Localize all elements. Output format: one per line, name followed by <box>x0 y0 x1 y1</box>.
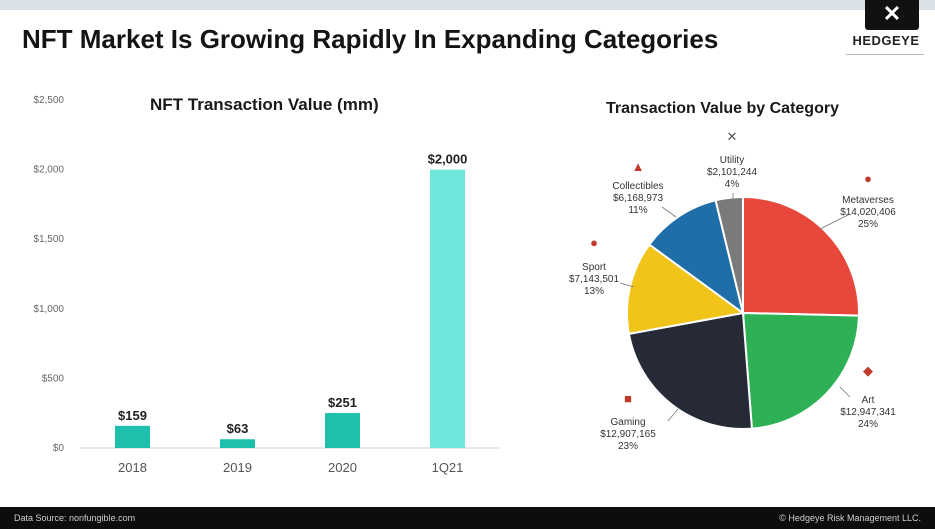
pie-label-value: $14,020,406 <box>840 207 896 218</box>
pie-slice-art <box>741 311 860 430</box>
pie-label-pct: 4% <box>725 179 740 190</box>
bar-data-label: $159 <box>118 408 147 423</box>
pie-slice-utility <box>714 195 744 314</box>
footer-bar: Data Source: nonfungible.com © Hedgeye R… <box>0 507 935 529</box>
pie-label-pct: 24% <box>858 419 878 430</box>
y-tick-label: $0 <box>53 443 65 454</box>
category-icon: ■ <box>624 391 632 406</box>
pie-label-value: $12,907,165 <box>600 429 656 440</box>
y-tick-label: $500 <box>42 373 65 384</box>
x-tick-label: 2020 <box>328 460 357 475</box>
pie-label-value: $12,947,341 <box>840 407 896 418</box>
pie-label-name: Collectibles <box>612 181 663 192</box>
slide-title: NFT Market Is Growing Rapidly In Expandi… <box>22 24 719 54</box>
top-band <box>0 0 935 10</box>
category-icon: ✕ <box>727 129 738 144</box>
pie-label-name: Sport <box>582 262 606 273</box>
category-icon: ● <box>864 171 872 186</box>
pie-label-name: Utility <box>720 155 744 166</box>
bar-2019 <box>220 439 255 448</box>
pie-slice-sport <box>626 243 746 336</box>
data-source-note: Data Source: nonfungible.com <box>14 513 136 523</box>
pie-label-value: $7,143,501 <box>569 274 619 285</box>
pie-slice-metaverses <box>742 195 860 317</box>
bar-2020 <box>325 413 360 448</box>
y-tick-label: $2,000 <box>33 165 64 176</box>
category-icon: ▲ <box>632 159 645 174</box>
pie-leader-line <box>839 386 851 398</box>
bar-2018 <box>115 425 150 448</box>
pie-label-name: Art <box>862 395 875 406</box>
hedgeye-logo-mark: ✕ <box>865 0 919 30</box>
pie-label-pct: 25% <box>858 219 878 230</box>
bar-data-label: $251 <box>328 395 357 410</box>
y-tick-label: $1,500 <box>33 234 64 245</box>
bar-chart: $0 $500 $1,000 $1,500 $2,000 $2,500 $159 2018 $6… <box>33 95 500 475</box>
x-tick-label: 1Q21 <box>432 460 464 475</box>
y-tick-label: $2,500 <box>33 95 64 106</box>
pie-label-pct: 11% <box>628 205 647 216</box>
pie-label-pct: 23% <box>618 441 638 452</box>
x-tick-label: 2019 <box>223 460 252 475</box>
pie-label-name: Metaverses <box>842 195 894 206</box>
bar-data-label: $2,000 <box>428 152 468 167</box>
category-icon: ● <box>590 235 598 250</box>
logo-divider <box>846 54 924 55</box>
pie-leader-line <box>667 408 679 422</box>
x-tick-label: 2018 <box>118 460 147 475</box>
bar-data-label: $63 <box>227 421 249 436</box>
pie-label-value: $6,168,973 <box>613 193 663 204</box>
hedgeye-logo-text: HEDGEYE <box>852 33 920 48</box>
pie-label-name: Gaming <box>610 417 645 428</box>
bar-1Q21 <box>430 169 465 448</box>
pie-chart-title: Transaction Value by Category <box>606 100 839 117</box>
pie-slice-collectibles <box>647 199 745 316</box>
category-icon: ◆ <box>863 363 873 378</box>
pie-label-pct: 13% <box>584 286 604 297</box>
pie-slice-gaming <box>627 311 753 430</box>
bar-chart-title: NFT Transaction Value (mm) <box>150 95 379 114</box>
copyright-note: © Hedgeye Risk Management LLC. <box>779 513 921 523</box>
y-tick-label: $1,000 <box>33 304 64 315</box>
pie-leader-line <box>661 206 677 218</box>
pie-label-value: $2,101,244 <box>707 167 757 178</box>
pie-leader-line <box>619 282 635 288</box>
pie-leader-line <box>819 214 849 230</box>
